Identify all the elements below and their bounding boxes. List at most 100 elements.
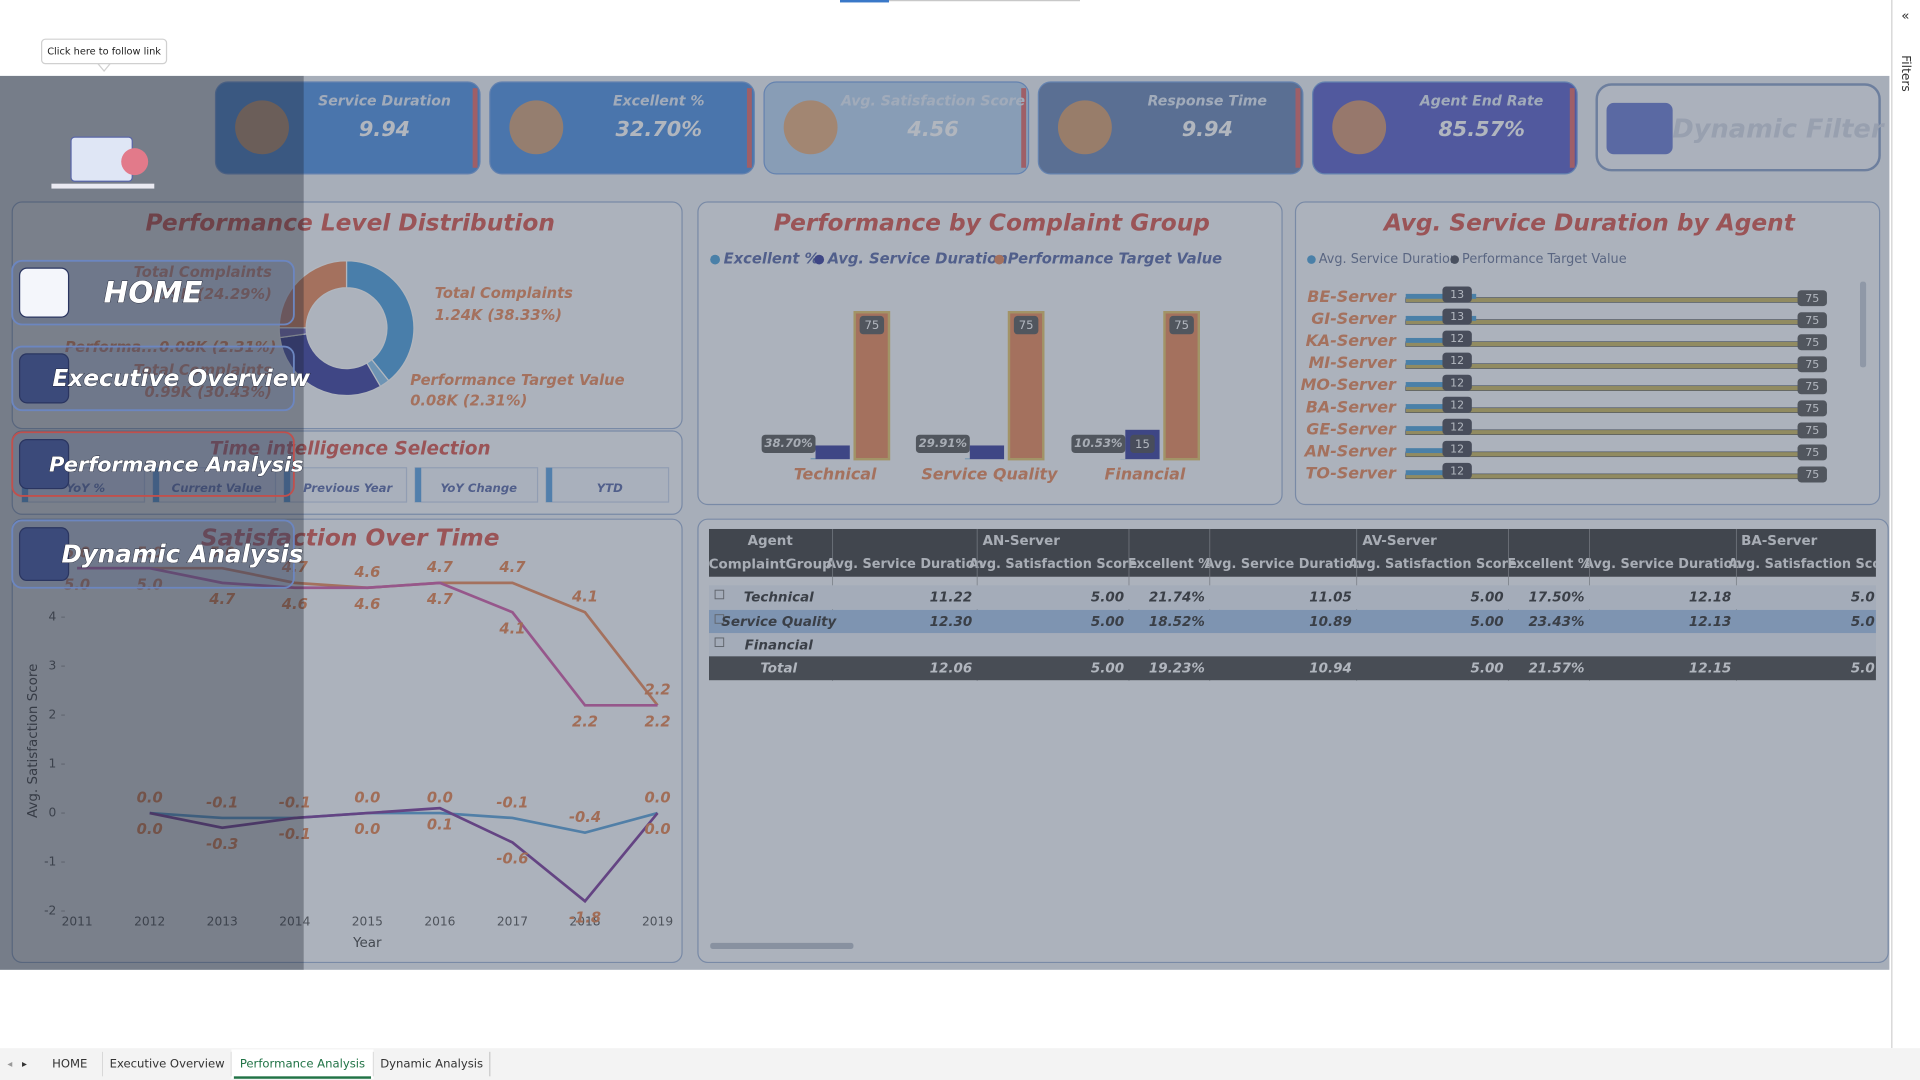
expand-icon[interactable] bbox=[714, 637, 725, 648]
nav-button[interactable] bbox=[11, 259, 295, 326]
nav-icon bbox=[18, 527, 70, 582]
expand-icon[interactable] bbox=[714, 614, 725, 624]
data-label: 38.70% bbox=[764, 436, 812, 450]
sheet-tab-label[interactable]: Performance Analysis bbox=[240, 1057, 365, 1071]
table-cell: 12.13 bbox=[1689, 615, 1732, 630]
kpi-icon bbox=[235, 100, 289, 155]
panel-title: Performance by Complaint Group bbox=[774, 210, 1210, 237]
table-cell: 12.30 bbox=[930, 615, 973, 630]
data-label: 0.0 bbox=[354, 789, 380, 806]
table-cell: 12.15 bbox=[1689, 662, 1732, 677]
x-tick-label: 2017 bbox=[497, 915, 528, 929]
slicer-option-label[interactable]: Previous Year bbox=[303, 481, 393, 495]
slicer-option[interactable] bbox=[283, 467, 408, 503]
nav-label[interactable]: HOME bbox=[103, 275, 203, 310]
y-tick-label: -1 bbox=[44, 855, 56, 869]
table-cell: 5.0 bbox=[1851, 662, 1875, 677]
data-label: 0.0 bbox=[645, 789, 671, 806]
sheet-tab[interactable] bbox=[36, 1049, 103, 1079]
table-column-header: Excellent % bbox=[1507, 557, 1591, 572]
kpi-value: 9.94 bbox=[1182, 117, 1233, 141]
data-label-bg bbox=[1071, 434, 1126, 454]
x-tick-label: 2019 bbox=[642, 915, 673, 929]
nav-button[interactable] bbox=[11, 431, 295, 497]
data-label: 2.2 bbox=[645, 682, 671, 699]
slicer-option[interactable] bbox=[414, 467, 539, 503]
data-label-bg bbox=[1797, 334, 1827, 351]
bar bbox=[964, 458, 970, 460]
slicer-option-label[interactable]: YoY % bbox=[66, 481, 105, 495]
kpi-value: 9.94 bbox=[359, 117, 410, 141]
nav-label[interactable]: Dynamic Analysis bbox=[61, 539, 304, 569]
active-tab-underline bbox=[233, 1076, 372, 1079]
table-cell: 21.74% bbox=[1149, 591, 1205, 606]
sheet-tab[interactable] bbox=[231, 1049, 374, 1079]
data-label: 75 bbox=[1805, 446, 1819, 459]
data-label: -0.1 bbox=[279, 794, 311, 811]
data-label-bg bbox=[1442, 330, 1472, 347]
data-label: 5.0 bbox=[209, 544, 235, 561]
slicer-option-accent bbox=[153, 467, 160, 503]
sheet-tab-label[interactable]: Executive Overview bbox=[110, 1057, 226, 1071]
donut-label: Total Complaints bbox=[134, 264, 272, 281]
data-label: -0.6 bbox=[496, 851, 528, 868]
expand-icon[interactable] bbox=[714, 589, 725, 600]
bar bbox=[853, 311, 891, 461]
panel-title: Performance Level Distribution bbox=[146, 210, 555, 237]
data-label-bg bbox=[859, 315, 885, 335]
kpi-accent bbox=[1569, 88, 1575, 168]
donut-slice bbox=[278, 260, 348, 329]
table-cell: 5.00 bbox=[1470, 662, 1503, 677]
tab-prev[interactable]: ◂ bbox=[7, 1059, 12, 1070]
table-cell: 12.18 bbox=[1689, 591, 1732, 606]
x-tick-label: 2018 bbox=[569, 915, 600, 929]
nav-label[interactable]: Executive Overview bbox=[52, 365, 311, 393]
line-series bbox=[149, 806, 659, 904]
data-label: 12 bbox=[1450, 464, 1464, 477]
data-label: 4.7 bbox=[208, 591, 236, 608]
bar bbox=[1405, 448, 1471, 454]
slicer-option[interactable] bbox=[545, 467, 670, 503]
filters-label[interactable]: Filters bbox=[1899, 55, 1913, 92]
slicer-option-label[interactable]: YTD bbox=[597, 481, 623, 495]
kpi-icon bbox=[509, 100, 564, 155]
sheet-tab[interactable] bbox=[373, 1049, 490, 1079]
sheet-tab[interactable] bbox=[102, 1049, 232, 1079]
bar bbox=[1405, 293, 1477, 299]
x-tick-label: 2014 bbox=[279, 915, 310, 929]
legend-label: Performance Target Value bbox=[1008, 251, 1222, 268]
data-label-bg bbox=[1013, 315, 1039, 335]
table-cell: 21.57% bbox=[1528, 662, 1584, 677]
table-header: ComplaintGroup bbox=[709, 557, 833, 572]
sheet-tab-label[interactable]: Dynamic Analysis bbox=[380, 1057, 483, 1071]
y-tick-label: 3 bbox=[49, 659, 57, 673]
nav-button[interactable] bbox=[11, 345, 295, 412]
donut-value-label: 0.79K (24.29%) bbox=[144, 286, 271, 303]
table-cell: 5.00 bbox=[1091, 615, 1124, 630]
bar bbox=[969, 445, 1005, 460]
data-label: 4.7 bbox=[498, 559, 526, 576]
slicer-option-label[interactable]: YoY Change bbox=[441, 481, 518, 495]
slicer-option-accent bbox=[415, 467, 422, 503]
bar bbox=[815, 445, 850, 460]
nav-button[interactable] bbox=[11, 519, 295, 589]
table-cell: 10.89 bbox=[1309, 615, 1352, 630]
data-label: 75 bbox=[1805, 336, 1819, 349]
data-label: -0.1 bbox=[206, 794, 238, 811]
data-label: -1.8 bbox=[569, 909, 601, 926]
dynamic-filter-label[interactable]: Dynamic Filter bbox=[1672, 114, 1884, 144]
data-label-bg bbox=[1442, 440, 1472, 457]
slicer-option-label[interactable]: Current Value bbox=[172, 481, 262, 495]
data-label: 12 bbox=[1450, 398, 1464, 411]
tab-next[interactable]: ▸ bbox=[22, 1059, 27, 1070]
sheet-tab-label[interactable]: HOME bbox=[52, 1057, 87, 1071]
nav-label[interactable]: Performance Analysis bbox=[49, 452, 304, 477]
kpi-accent bbox=[1021, 88, 1027, 168]
panel bbox=[11, 518, 683, 964]
data-label: 5.0 bbox=[137, 576, 163, 593]
legend-label: Excellent % bbox=[724, 251, 820, 268]
data-label: 0.0 bbox=[427, 789, 453, 806]
legend-label: Avg. Service Duration bbox=[1319, 252, 1458, 267]
nav-panel-overlay bbox=[0, 75, 304, 970]
